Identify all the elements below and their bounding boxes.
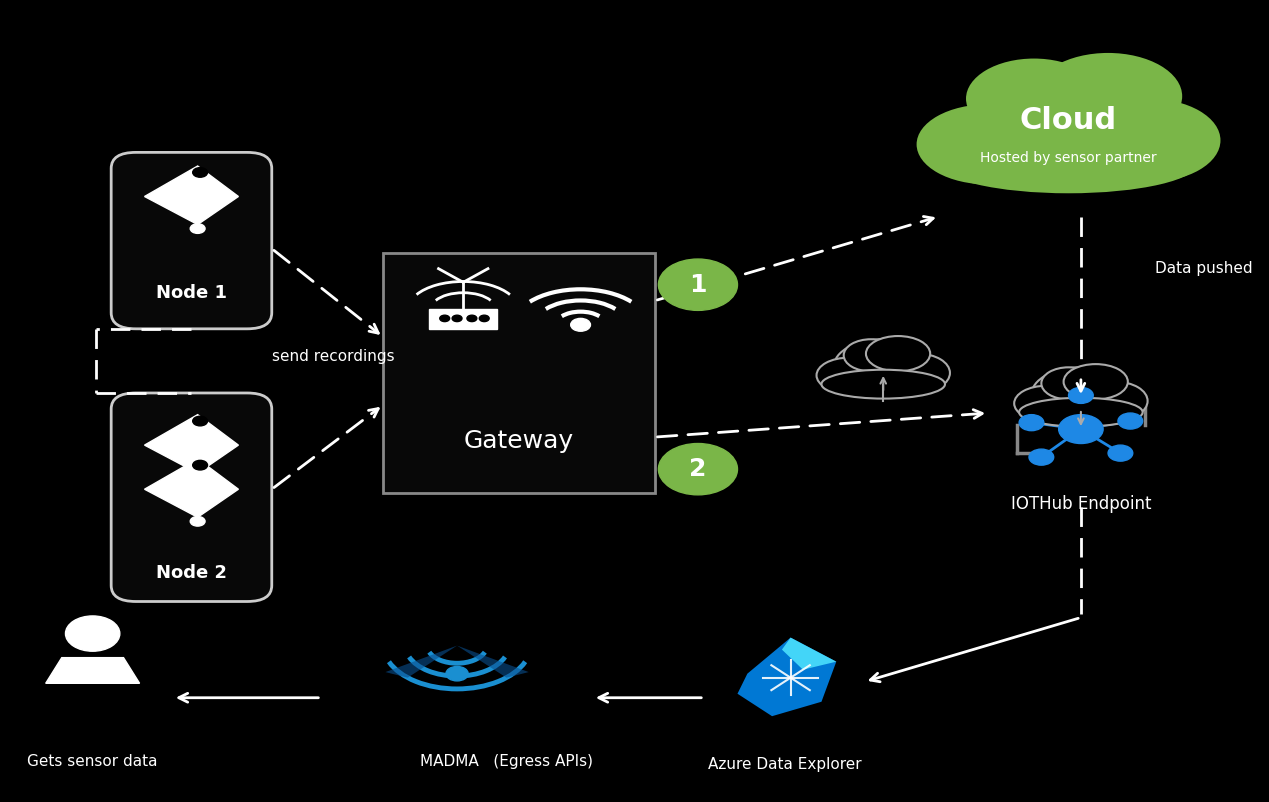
Circle shape	[1058, 415, 1103, 444]
Circle shape	[659, 444, 737, 495]
Circle shape	[1019, 415, 1044, 431]
FancyBboxPatch shape	[112, 393, 272, 602]
Ellipse shape	[865, 336, 930, 371]
Bar	[429, 309, 497, 329]
Ellipse shape	[834, 339, 933, 394]
Text: 2: 2	[689, 457, 707, 481]
FancyBboxPatch shape	[112, 152, 272, 329]
Circle shape	[571, 318, 590, 331]
Polygon shape	[145, 459, 239, 517]
Polygon shape	[145, 166, 239, 225]
Text: IOTHub Endpoint: IOTHub Endpoint	[1010, 495, 1151, 512]
Ellipse shape	[816, 358, 881, 393]
Ellipse shape	[821, 370, 945, 399]
Text: Cloud: Cloud	[1020, 106, 1117, 135]
Polygon shape	[386, 646, 457, 678]
Text: Node 2: Node 2	[156, 565, 227, 582]
Circle shape	[190, 224, 206, 233]
Circle shape	[445, 666, 468, 681]
Bar	[383, 253, 655, 493]
Polygon shape	[457, 646, 529, 678]
Circle shape	[659, 259, 737, 310]
Ellipse shape	[886, 354, 950, 392]
Circle shape	[467, 315, 477, 322]
Ellipse shape	[1019, 398, 1142, 427]
Circle shape	[1118, 413, 1142, 429]
Ellipse shape	[970, 78, 1167, 187]
Circle shape	[190, 472, 206, 482]
Text: MADMA   (Egress APIs): MADMA (Egress APIs)	[420, 755, 593, 769]
Circle shape	[190, 516, 206, 526]
Polygon shape	[782, 638, 836, 670]
Ellipse shape	[1034, 53, 1183, 140]
Circle shape	[193, 168, 208, 177]
Circle shape	[1068, 387, 1093, 403]
Circle shape	[66, 616, 119, 651]
Circle shape	[1108, 445, 1133, 461]
Text: send recordings: send recordings	[273, 350, 395, 364]
Ellipse shape	[844, 339, 898, 371]
Ellipse shape	[1032, 367, 1131, 422]
Ellipse shape	[939, 132, 1198, 193]
Text: Data pushed: Data pushed	[1155, 261, 1253, 276]
Text: 1: 1	[689, 273, 707, 297]
Ellipse shape	[1084, 382, 1147, 420]
Circle shape	[193, 416, 208, 426]
Ellipse shape	[1042, 367, 1095, 399]
Circle shape	[1029, 449, 1053, 465]
Polygon shape	[145, 415, 239, 473]
Polygon shape	[737, 638, 836, 716]
Circle shape	[452, 315, 462, 322]
Circle shape	[440, 315, 449, 322]
Polygon shape	[46, 658, 140, 683]
Text: Azure Data Explorer: Azure Data Explorer	[708, 757, 862, 772]
Ellipse shape	[916, 104, 1060, 184]
Text: Node 1: Node 1	[156, 284, 227, 302]
Ellipse shape	[1063, 364, 1128, 399]
Ellipse shape	[1014, 386, 1079, 421]
Text: Gateway: Gateway	[463, 429, 574, 453]
Ellipse shape	[1077, 99, 1221, 182]
Circle shape	[193, 460, 208, 470]
Text: Hosted by sensor partner: Hosted by sensor partner	[980, 151, 1157, 165]
Text: Gets sensor data: Gets sensor data	[28, 755, 157, 769]
Circle shape	[480, 315, 489, 322]
Ellipse shape	[966, 59, 1101, 139]
